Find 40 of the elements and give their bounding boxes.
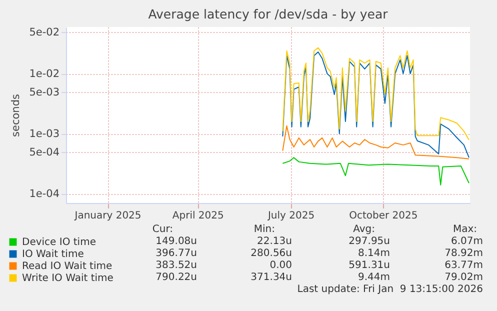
y-tick-label: 5e-02: [29, 26, 60, 38]
y-tick-label: 5e-04: [29, 146, 60, 158]
text: 371.34u: [250, 272, 292, 284]
legend-label: Read IO Wait time: [22, 261, 112, 272]
x-tick-label: April 2025: [172, 210, 224, 222]
y-tick-label: 1e-04: [29, 188, 60, 200]
x-tick-label: October 2025: [349, 210, 418, 222]
x-tick-label: January 2025: [74, 210, 142, 222]
text: 149.08u: [156, 236, 197, 248]
y-tick-label: 1e-03: [29, 128, 60, 140]
text: 383.52u: [156, 260, 197, 272]
legend-label: IO Wait time: [22, 249, 84, 260]
legend-label: Device IO time: [22, 237, 96, 248]
text: 591.31u: [348, 260, 390, 272]
y-axis-title: seconds: [10, 94, 22, 137]
text: 78.92m: [444, 248, 483, 260]
text: Last update: Fri Jan 9 13:15:00 2026: [297, 284, 483, 296]
text: 9.44m: [358, 272, 390, 284]
text: Cur:: [152, 224, 173, 236]
text: 63.77m: [444, 260, 483, 272]
text: 297.95u: [348, 236, 390, 248]
text: 790.22u: [156, 272, 197, 284]
text: Max:: [452, 224, 477, 236]
text: 396.77u: [156, 248, 197, 260]
text: 6.07m: [450, 236, 483, 248]
text: 22.13u: [257, 236, 292, 248]
chart-title: Average latency for /dev/sda - by year: [148, 6, 389, 22]
text: 280.56u: [250, 248, 292, 260]
x-tick-label: July 2025: [266, 210, 315, 222]
y-tick-label: 1e-02: [29, 68, 60, 80]
y-tick-label: 5e-03: [29, 86, 60, 98]
legend-label: Write IO Wait time: [22, 273, 114, 284]
text: 79.02m: [444, 272, 483, 284]
text: 0.00: [270, 260, 292, 272]
text: Avg:: [353, 224, 375, 236]
line-series: [282, 157, 470, 186]
text: 8.14m: [358, 248, 390, 260]
line-series: [282, 125, 470, 160]
text: Min:: [254, 224, 275, 236]
line-series: [282, 47, 470, 140]
